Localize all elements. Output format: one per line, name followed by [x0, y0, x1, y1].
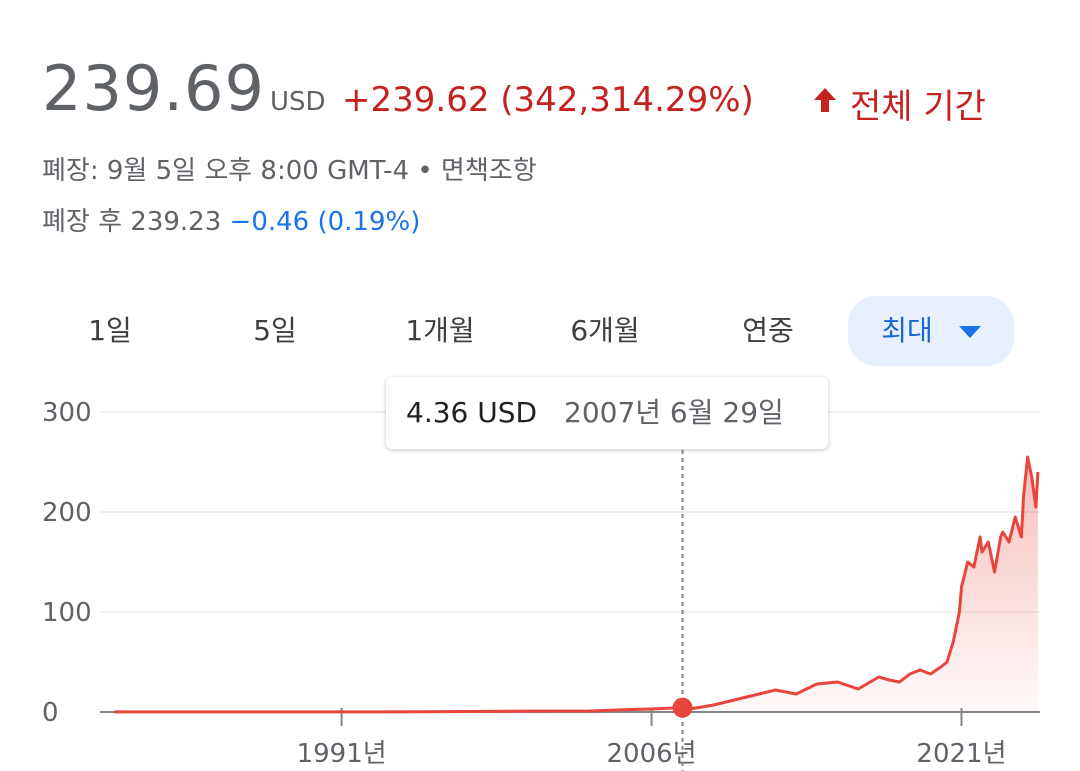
highlight-point	[672, 697, 693, 718]
tab-label: 연중	[742, 314, 794, 347]
y-tick-label: 0	[42, 698, 59, 728]
price-area-fill	[114, 457, 1038, 712]
currency-label: USD	[270, 87, 326, 117]
y-axis-labels: 0 100 200 300	[42, 398, 92, 728]
market-close-info: 폐장: 9월 5일 오후 8:00 GMT-4 • 면책조항	[42, 156, 537, 186]
y-tick-label: 100	[42, 598, 92, 628]
grid-lines	[100, 411, 1040, 713]
x-tick-label: 1991년	[297, 739, 387, 769]
x-tick-label: 2021년	[916, 739, 1006, 769]
tab-5-days[interactable]: 5일	[205, 296, 345, 366]
tab-1-day[interactable]: 1일	[40, 296, 180, 366]
after-hours-change: −0.46 (0.19%)	[229, 207, 421, 237]
y-tick-label: 200	[42, 498, 92, 528]
range-tabs: 1일 5일 1개월 6개월 연중 최대	[40, 296, 1030, 366]
tab-max[interactable]: 최대	[848, 296, 1014, 366]
tab-label: 1일	[88, 314, 132, 347]
arrow-up-icon	[814, 88, 836, 112]
current-price: 239.69	[42, 52, 265, 125]
y-tick-label: 300	[42, 398, 92, 428]
tab-1-month[interactable]: 1개월	[370, 296, 510, 366]
price-change: +239.62 (342,314.29%)	[342, 80, 754, 120]
caret-down-icon	[958, 326, 981, 338]
tab-6-months[interactable]: 6개월	[535, 296, 675, 366]
tab-label: 5일	[253, 314, 297, 347]
tab-label: 1개월	[405, 314, 475, 347]
period-label: 전체 기간	[850, 87, 986, 127]
tab-label: 최대	[881, 314, 933, 347]
tooltip-date: 2007년 6월 29일	[564, 396, 784, 429]
tooltip-value: 4.36 USD	[406, 396, 538, 429]
tab-ytd[interactable]: 연중	[698, 296, 838, 366]
price-line	[114, 455, 1040, 714]
x-axis-ticks: 1991년 2006년 2021년	[297, 708, 1007, 769]
price-chart[interactable]: 0 100 200 300 1991년 2006년 2021년	[0, 380, 1080, 771]
after-hours-info: 폐장 후 239.23 −0.46 (0.19%)	[42, 201, 420, 238]
price-tooltip: 4.36 USD 2007년 6월 29일	[386, 377, 828, 449]
tab-label: 6개월	[570, 314, 640, 347]
after-hours-label: 폐장 후 239.23	[42, 207, 230, 237]
